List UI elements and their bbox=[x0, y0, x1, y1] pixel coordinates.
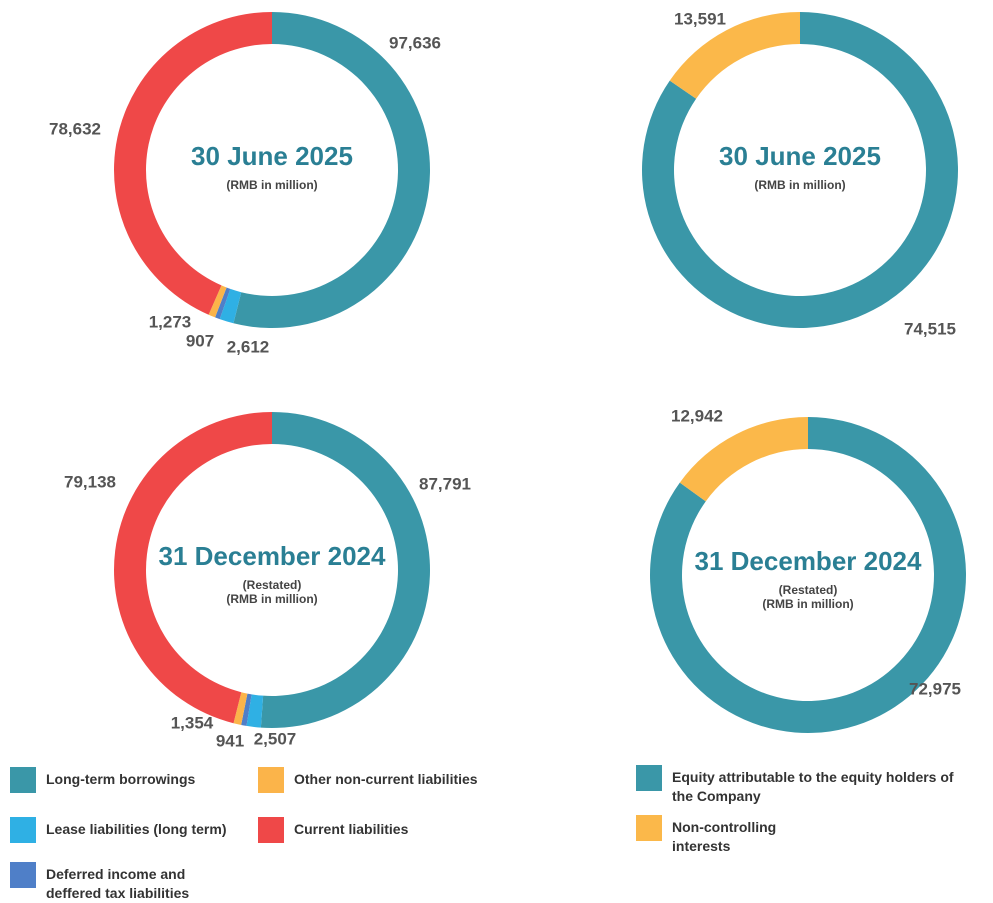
data-label: 907 bbox=[186, 331, 214, 350]
legend-label: Equity attributable to the equity holder… bbox=[672, 769, 954, 804]
donut-segment bbox=[260, 412, 430, 728]
center-unit: (RMB in million) bbox=[754, 178, 845, 192]
donut-segment bbox=[113, 412, 272, 724]
legend-swatch bbox=[10, 817, 36, 843]
data-label: 97,636 bbox=[389, 33, 441, 52]
donut-segment bbox=[233, 692, 248, 725]
legend-item: Current liabilities bbox=[258, 817, 494, 843]
legend-swatch bbox=[10, 862, 36, 888]
legend-swatch bbox=[258, 817, 284, 843]
data-label: 87,791 bbox=[419, 474, 471, 493]
donut-segment bbox=[208, 285, 227, 318]
data-label: 2,507 bbox=[254, 729, 297, 748]
legend-item: Equity attributable to the equity holder… bbox=[636, 765, 957, 806]
legend-label: Current liabilities bbox=[294, 821, 409, 837]
legend-item: Long-term borrowings bbox=[10, 767, 246, 793]
legend-label: Other non-current liabilities bbox=[294, 771, 478, 787]
donut-segment bbox=[669, 12, 800, 99]
legend-item: Other non-current liabilities bbox=[258, 767, 524, 793]
data-label: 79,138 bbox=[64, 472, 116, 491]
donut-segment bbox=[219, 288, 242, 324]
center-note: (Restated) bbox=[243, 578, 302, 592]
legend-swatch bbox=[10, 767, 36, 793]
data-label: 74,515 bbox=[904, 319, 956, 338]
data-label: 1,354 bbox=[171, 713, 214, 732]
legend-label: Lease liabilities (long term) bbox=[46, 821, 227, 837]
data-label: 1,273 bbox=[149, 312, 192, 331]
donut-segment bbox=[241, 693, 252, 726]
data-label: 13,591 bbox=[674, 9, 726, 28]
legend-swatch bbox=[636, 815, 662, 841]
legend-label: Long-term borrowings bbox=[46, 771, 196, 787]
center-title: 30 June 2025 bbox=[719, 141, 881, 171]
center-unit: (RMB in million) bbox=[226, 178, 317, 192]
donut-segment bbox=[113, 11, 273, 315]
legend-swatch bbox=[636, 765, 662, 791]
legend-item: Lease liabilities (long term) bbox=[10, 817, 266, 843]
donut-segment bbox=[233, 12, 431, 328]
legend-item: Non-controlling interests bbox=[636, 815, 822, 856]
legend-item: Deferred income and deffered tax liabili… bbox=[10, 862, 226, 903]
center-note: (Restated) bbox=[779, 583, 838, 597]
donut-segment bbox=[246, 694, 264, 728]
data-label: 72,975 bbox=[909, 679, 961, 698]
center-unit: (RMB in million) bbox=[762, 597, 853, 611]
center-title: 31 December 2024 bbox=[159, 541, 386, 571]
center-unit: (RMB in million) bbox=[226, 592, 317, 606]
donut-segment bbox=[679, 417, 808, 502]
data-label: 941 bbox=[216, 731, 244, 750]
data-label: 12,942 bbox=[671, 406, 723, 425]
legend-label: Non-controlling interests bbox=[672, 819, 777, 854]
legend-swatch bbox=[258, 767, 284, 793]
donut-segment bbox=[215, 287, 231, 320]
legend-label: Deferred income and deffered tax liabili… bbox=[46, 866, 190, 901]
data-label: 2,612 bbox=[227, 337, 270, 356]
data-label: 78,632 bbox=[49, 119, 101, 138]
center-title: 31 December 2024 bbox=[695, 546, 922, 576]
center-title: 30 June 2025 bbox=[191, 141, 353, 171]
